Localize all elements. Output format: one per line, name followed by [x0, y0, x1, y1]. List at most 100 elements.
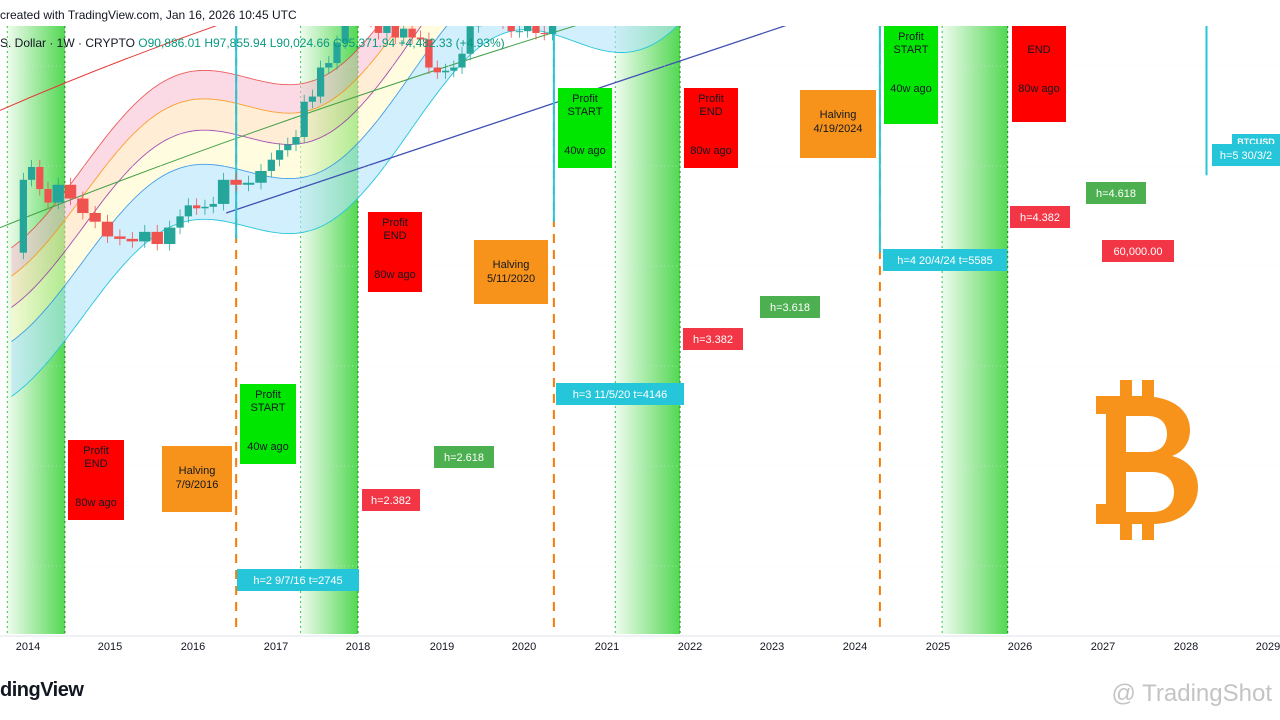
cycle-h4-tag — [883, 249, 1007, 271]
channel-band-low — [11, 26, 678, 397]
candle-body — [374, 26, 383, 33]
profit-start-box-text: START — [250, 402, 285, 414]
candle-body — [255, 170, 267, 183]
profit-end-box-text: Profit — [698, 93, 724, 105]
candle-body — [276, 150, 284, 160]
fib-4382-tag-text: h=4.382 — [1020, 212, 1060, 224]
candle-body — [242, 182, 255, 185]
profit-start-box-text: 40w ago — [247, 441, 289, 453]
candle-body — [524, 26, 532, 32]
x-tick-label: 2019 — [430, 641, 454, 653]
candle-body — [442, 70, 450, 73]
candle-body — [383, 26, 391, 33]
candle-body — [292, 136, 300, 145]
symbol-ohlc-line: S. Dollar · 1W · CRYPTO O90,886.01 H97,8… — [0, 36, 505, 50]
candle-body — [317, 67, 325, 97]
candle-body — [36, 166, 44, 190]
candle-body — [101, 221, 114, 237]
candle-body — [425, 39, 433, 68]
bitcoin-logo-icon — [1096, 380, 1198, 540]
x-tick-label: 2028 — [1174, 641, 1198, 653]
channel-line — [11, 26, 448, 342]
profit-start-box-text: 40w ago — [890, 83, 932, 95]
fib-2382-tag-text: h=2.382 — [371, 495, 411, 507]
x-tick-label: 2014 — [16, 641, 40, 653]
profit-end-box-text: END — [383, 230, 406, 242]
profit-end-box — [368, 212, 422, 292]
channel-line — [11, 26, 422, 308]
fib-3618-tag-text: h=3.618 — [770, 302, 810, 314]
profit-end-box — [68, 440, 124, 520]
x-tick-label: 2023 — [760, 641, 784, 653]
x-tick-label: 2027 — [1091, 641, 1115, 653]
ohlc-change: +4,482.33 (+4.93%) — [398, 36, 505, 50]
candle-body — [44, 189, 52, 203]
candle-body — [458, 53, 466, 68]
symbol-name[interactable]: S. Dollar · 1W · CRYPTO — [0, 36, 135, 50]
fib-3618-tag — [760, 296, 820, 318]
x-tick-label: 2016 — [181, 641, 205, 653]
candle-body — [284, 144, 292, 151]
price-chart[interactable]: BTCUSD 2014 2015 2016 2017 2018 2019 2020 2021 20… — [0, 26, 1280, 666]
candle-body — [77, 198, 89, 213]
tradingshot-credit: @ TradingShot — [1111, 680, 1272, 707]
candle-body — [209, 203, 217, 207]
green-profit-zone — [942, 26, 1008, 634]
ticker-label: BTCUSD — [1237, 137, 1275, 147]
profit-end-box-text: END — [699, 106, 722, 118]
ohlc-low: L90,024.66 — [269, 36, 330, 50]
fib-2382-tag — [362, 489, 420, 511]
channel-line — [11, 26, 379, 248]
profit-end-box-text: END — [1027, 44, 1050, 56]
candle-body — [151, 231, 163, 245]
fib-4618-tag — [1086, 182, 1146, 204]
candle-body — [515, 31, 523, 33]
candle-body — [308, 96, 316, 102]
candle-body — [416, 37, 425, 40]
x-tick-label: 2017 — [264, 641, 288, 653]
profit-start-box-text: START — [567, 106, 602, 118]
candle-body — [89, 212, 101, 222]
halving-box-text: Halving — [179, 465, 216, 477]
channel-band — [11, 26, 447, 342]
halving-box-text: 5/11/2020 — [487, 273, 535, 285]
channel-band — [11, 26, 422, 308]
profit-start-box-text: Profit — [572, 93, 598, 105]
candle-body — [184, 205, 192, 217]
tradingview-brand[interactable]: dingView — [0, 679, 84, 701]
candle-body — [341, 26, 349, 43]
x-tick-label: 2026 — [1008, 641, 1032, 653]
cycle-h4-tag-text: h=4 20/4/24 t=5585 — [897, 255, 992, 267]
green-profit-zone — [615, 26, 681, 634]
fib-3382-tag — [683, 328, 743, 350]
profit-end-box-text: 80w ago — [690, 145, 732, 157]
profit-start-box-text: 40w ago — [564, 145, 606, 157]
cycle-h3-tag-text: h=3 11/5/20 t=4146 — [573, 389, 668, 401]
candle-body — [114, 236, 126, 239]
candle-body — [507, 26, 515, 32]
profit-end-box-text: 80w ago — [75, 497, 117, 509]
ohlc-close: C95,371.94 — [333, 36, 396, 50]
x-tick-label: 2025 — [926, 641, 950, 653]
x-tick-label: 2015 — [98, 641, 122, 653]
profit-end-box-text: Profit — [83, 445, 109, 457]
cycle-h3-tag — [556, 383, 684, 405]
candle-body — [176, 216, 184, 228]
profit-start-box — [558, 88, 612, 168]
candle-body — [400, 28, 408, 38]
target-price-tag-text: 60,000.00 — [1114, 246, 1163, 258]
profit-start-box — [884, 26, 938, 124]
candle-body — [267, 159, 275, 171]
candle-body — [540, 32, 548, 34]
x-tick-label: 2021 — [595, 641, 619, 653]
halving-box — [800, 90, 876, 158]
candle-body — [201, 206, 209, 209]
x-tick-label: 2020 — [512, 641, 536, 653]
candle-body — [548, 26, 557, 34]
candle-body — [391, 26, 399, 38]
cycle-h5-tag — [1212, 144, 1280, 166]
fib-3382-tag-text: h=3.382 — [693, 334, 733, 346]
ohlc-high: H97,855.94 — [204, 36, 267, 50]
profit-end-box-text: 80w ago — [374, 269, 416, 281]
candle-body — [52, 184, 64, 203]
